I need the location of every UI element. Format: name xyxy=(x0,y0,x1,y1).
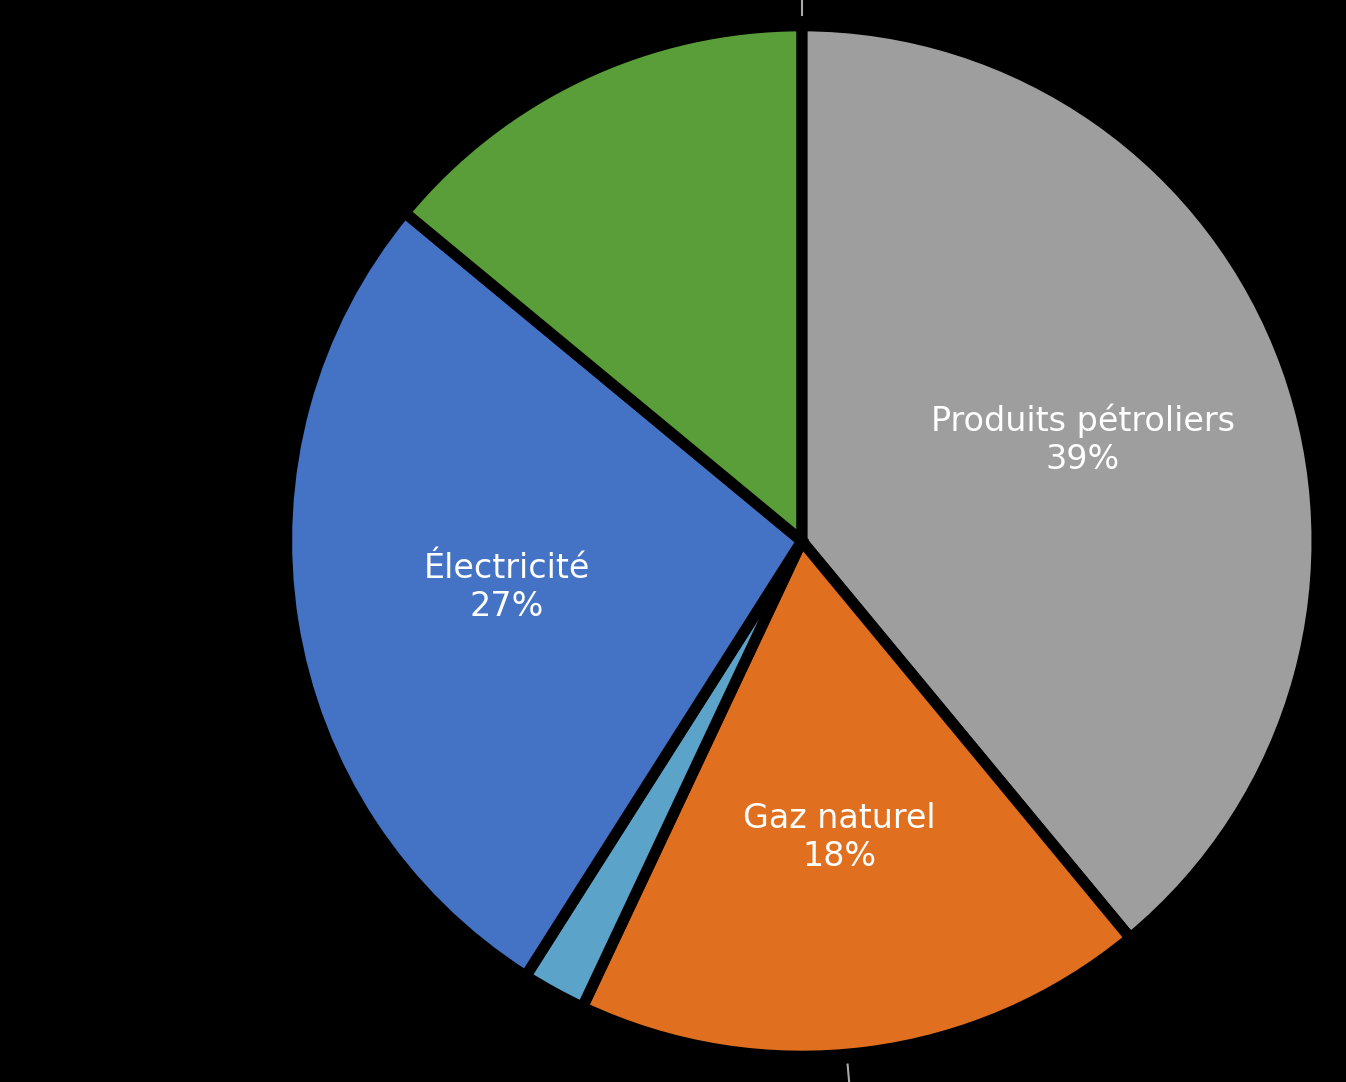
Wedge shape xyxy=(583,541,1131,1056)
Wedge shape xyxy=(526,541,802,1007)
Wedge shape xyxy=(287,212,802,976)
Text: Électricité
27%: Électricité 27% xyxy=(424,552,590,623)
Text: Gaz naturel
18%: Gaz naturel 18% xyxy=(743,802,935,873)
Text: Produits pétroliers
39%: Produits pétroliers 39% xyxy=(931,404,1236,476)
Wedge shape xyxy=(802,26,1316,938)
Wedge shape xyxy=(405,26,802,541)
